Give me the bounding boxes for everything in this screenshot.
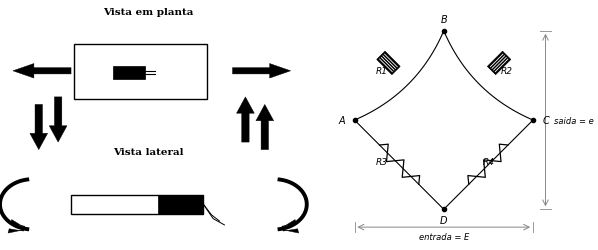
Bar	[71, 195, 203, 214]
Text: R4: R4	[483, 157, 495, 166]
Text: Vista lateral: Vista lateral	[113, 148, 184, 156]
Text: saida = e: saida = e	[554, 116, 594, 125]
Text: R3: R3	[376, 157, 388, 166]
FancyArrow shape	[8, 220, 28, 233]
Bar	[113, 66, 145, 80]
Polygon shape	[487, 52, 511, 75]
Text: A: A	[338, 116, 345, 126]
Polygon shape	[377, 52, 400, 75]
FancyArrow shape	[233, 64, 291, 79]
Text: R1: R1	[376, 66, 388, 75]
Text: Vista em planta: Vista em planta	[103, 8, 194, 16]
Text: entrada = E: entrada = E	[419, 232, 469, 241]
Text: C: C	[542, 116, 549, 126]
Bar	[158, 195, 203, 214]
FancyArrow shape	[237, 98, 254, 142]
FancyArrow shape	[49, 98, 67, 142]
FancyArrow shape	[30, 105, 48, 150]
Bar	[74, 45, 207, 100]
FancyArrow shape	[13, 64, 71, 79]
FancyArrow shape	[279, 220, 299, 233]
Text: B: B	[440, 15, 447, 25]
Text: R2: R2	[501, 66, 513, 75]
FancyArrow shape	[256, 105, 274, 150]
Text: D: D	[440, 215, 447, 225]
